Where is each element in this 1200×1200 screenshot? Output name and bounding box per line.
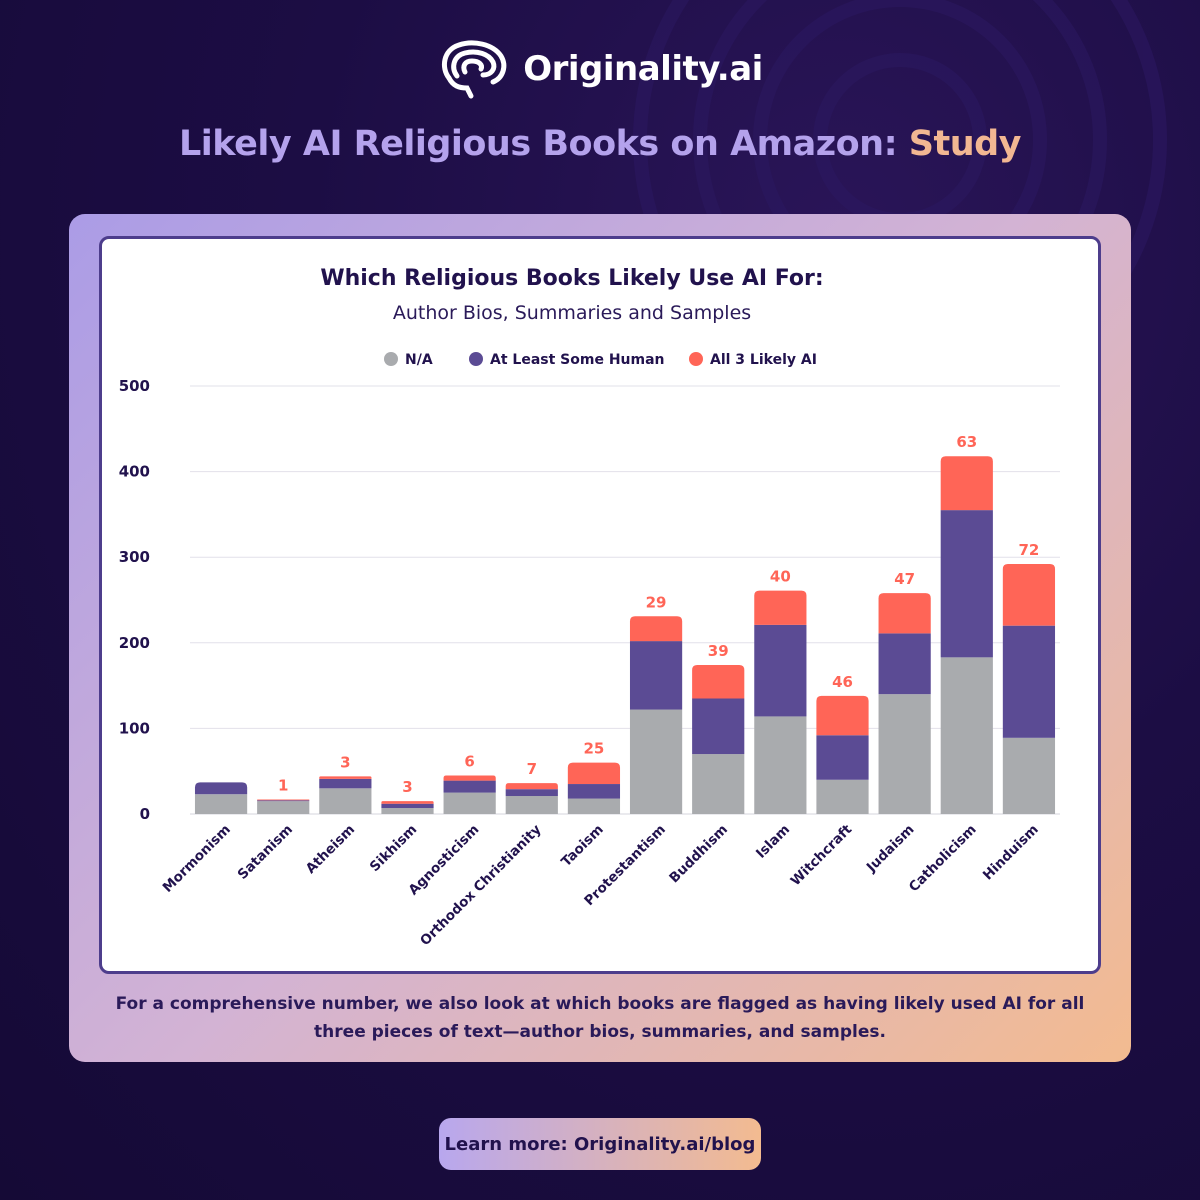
bar-islam-series-0 — [754, 716, 807, 814]
y-tick-label-0: 0 — [140, 805, 150, 823]
brand-header: Originality.ai — [0, 38, 1200, 100]
brand-name: Originality.ai — [523, 49, 763, 89]
bar-buddhism-series-2 — [692, 665, 745, 699]
bar-buddhism-series-0 — [692, 754, 745, 814]
bar-sikhism-series-0 — [381, 808, 434, 814]
data-label-9: 40 — [770, 568, 791, 586]
footnote-text: For a comprehensive number, we also look… — [115, 994, 1085, 1042]
x-tick-label-8: Buddhism — [666, 822, 731, 887]
bar-mormonism-series-0 — [194, 794, 248, 814]
x-tick-label-3: Sikhism — [367, 822, 421, 876]
bar-atheism-series-0 — [319, 788, 372, 814]
bar-taoism-series-2 — [567, 762, 621, 785]
x-tick-label-5: Orthodox Christianity — [417, 821, 545, 949]
bar-taoism-series-0 — [567, 798, 621, 814]
x-tick-label-6: Taoism — [558, 822, 607, 871]
data-label-13: 72 — [1018, 541, 1039, 559]
data-label-4: 6 — [464, 752, 474, 770]
data-label-11: 47 — [894, 570, 915, 588]
bar-protestantism-series-1 — [629, 641, 683, 710]
page-title: Likely AI Religious Books on Amazon: Stu… — [0, 124, 1200, 164]
brain-logo-icon — [442, 40, 507, 99]
bar-agnosticism-series-2 — [443, 775, 496, 781]
bar-witchcraft-series-2 — [816, 695, 869, 736]
data-label-2: 3 — [340, 753, 350, 771]
bar-satanism-series-1 — [257, 800, 310, 802]
bar-islam-series-1 — [754, 624, 807, 717]
stacked-bar-chart: Which Religious Books Likely Use AI For:… — [119, 266, 1060, 949]
y-tick-label-300: 300 — [119, 548, 150, 566]
y-tick-label-500: 500 — [119, 377, 150, 395]
bar-agnosticism-series-1 — [443, 780, 496, 793]
data-label-8: 39 — [708, 642, 729, 660]
data-label-1: 1 — [278, 776, 288, 794]
data-label-10: 46 — [832, 673, 853, 691]
y-tick-label-100: 100 — [119, 719, 150, 737]
x-tick-label-2: Atheism — [303, 822, 358, 877]
data-label-3: 3 — [402, 778, 412, 796]
chart-title: Which Religious Books Likely Use AI For: — [320, 266, 823, 291]
page-title-main: Likely AI Religious Books on Amazon: — [178, 124, 898, 164]
legend-marker-1 — [469, 352, 483, 366]
legend-label-1: At Least Some Human — [490, 352, 665, 368]
bar-mormonism-series-1 — [194, 782, 248, 795]
bar-catholicism-series-1 — [940, 510, 993, 658]
legend-label-2: All 3 Likely AI — [710, 352, 817, 368]
bar-protestantism-series-2 — [629, 616, 683, 642]
bar-sikhism-series-1 — [381, 803, 434, 809]
bar-atheism-series-2 — [319, 776, 372, 779]
bar-orthodox-christianity-series-0 — [505, 796, 558, 814]
bar-sikhism-series-2 — [381, 801, 434, 804]
y-tick-label-200: 200 — [119, 634, 150, 652]
data-label-7: 29 — [646, 593, 667, 611]
legend-label-0: N/A — [405, 352, 433, 368]
bar-hinduism-series-0 — [1002, 737, 1056, 814]
chart-card: Which Religious Books Likely Use AI For:… — [69, 214, 1131, 1062]
x-tick-label-9: Islam — [753, 822, 793, 862]
bar-atheism-series-1 — [319, 778, 372, 789]
bar-islam-series-2 — [754, 590, 807, 625]
bar-satanism-series-2 — [257, 799, 310, 801]
bar-catholicism-series-2 — [940, 456, 993, 511]
x-tick-label-10: Witchcraft — [788, 821, 856, 889]
bar-judaism-series-1 — [878, 633, 931, 695]
bar-witchcraft-series-1 — [816, 735, 869, 780]
data-label-6: 25 — [583, 740, 604, 758]
data-label-5: 7 — [527, 760, 537, 778]
bar-taoism-series-1 — [567, 784, 621, 799]
chart-subtitle: Author Bios, Summaries and Samples — [393, 302, 751, 324]
bar-judaism-series-0 — [878, 694, 931, 814]
bar-hinduism-series-2 — [1002, 564, 1056, 626]
x-tick-label-1: Satanism — [235, 822, 296, 883]
legend-marker-0 — [384, 352, 398, 366]
bar-witchcraft-series-0 — [816, 779, 869, 814]
learn-more-button[interactable]: Learn more: Originality.ai/blog — [439, 1118, 761, 1170]
bar-agnosticism-series-0 — [443, 792, 496, 814]
x-tick-label-11: Judaism — [863, 822, 918, 877]
bar-protestantism-series-0 — [629, 709, 683, 814]
chart-panel: Which Religious Books Likely Use AI For:… — [99, 236, 1101, 974]
bar-catholicism-series-0 — [940, 657, 993, 814]
bar-orthodox-christianity-series-2 — [505, 783, 558, 790]
bar-hinduism-series-1 — [1002, 625, 1056, 738]
bar-orthodox-christianity-series-1 — [505, 789, 558, 797]
x-tick-label-0: Mormonism — [160, 822, 234, 896]
bar-buddhism-series-1 — [692, 698, 745, 755]
bar-satanism-series-0 — [257, 801, 310, 814]
y-tick-label-400: 400 — [119, 463, 150, 481]
legend-marker-2 — [689, 352, 703, 366]
bar-judaism-series-2 — [878, 593, 931, 634]
page-title-accent: Study — [908, 124, 1022, 164]
x-tick-label-13: Hinduism — [980, 822, 1042, 884]
data-label-12: 63 — [956, 433, 977, 451]
